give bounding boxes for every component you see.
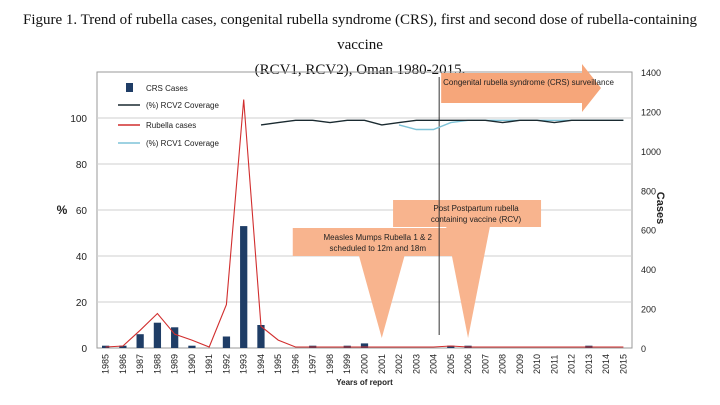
x-tick-label: 2012 [567,354,577,374]
x-tick-label: 2007 [480,354,490,374]
x-tick-label: 2004 [429,354,439,374]
x-tick-label: 2010 [532,354,542,374]
y-right-axis-title: Cases [654,192,666,224]
crs-bar [171,327,179,348]
mmr-callout-pointer [358,255,405,338]
x-tick-label: 1994 [256,354,266,374]
figure-title-line-1: Figure 1. Trend of rubella cases, congen… [22,12,697,53]
crs-surveillance-arrow [441,64,601,112]
y-right-tick-label: 800 [641,186,656,196]
y-right-tick-label: 0 [641,344,646,354]
mmr-callout-box [292,228,471,256]
legend: CRS Cases (%) RCV2 Coverage Rubella cases (… [118,83,219,148]
x-tick-label: 2008 [498,354,508,374]
x-tick-label: 1998 [325,354,335,374]
y-left-axis-title: % [57,203,68,217]
rcv-callout-text: Post Postpartum rubella [433,204,519,213]
x-tick-label: 1987 [135,354,145,374]
legend-label-crs-cases: CRS Cases [146,84,188,93]
y-left-tick-label: 40 [76,252,88,263]
x-tick-label: 1997 [308,354,318,374]
rcv-callout-box [393,200,542,227]
x-tick-label: 1999 [342,354,352,374]
x-tick-label: 2000 [360,354,370,374]
legend-swatch-crs-cases [126,83,133,92]
x-axis-title: Years of report [336,378,393,387]
x-tick-label: 2003 [411,354,421,374]
x-tick-label: 2013 [584,354,594,374]
x-tick-label: 2015 [618,354,628,374]
gridlines [96,71,633,349]
rubella-cases-line [105,99,624,348]
crs-bar [119,345,127,348]
x-tick-label: 2001 [377,354,387,374]
y-right-tick-label: 400 [641,265,656,275]
legend-label-rcv1-coverage: (%) RCV1 Coverage [146,139,219,148]
axes: 0204060801000200400600800100012001400198… [57,68,666,387]
crs-bar [153,322,162,348]
crs-bar [447,345,455,348]
x-tick-label: 1986 [118,354,128,374]
figure-title: Figure 1. Trend of rubella cases, congen… [0,8,720,83]
crs-bar [360,343,369,348]
crs-surveillance-text: Congenital rubella syndrome (CRS) survei… [443,78,614,87]
x-tick-label: 1990 [187,354,197,374]
y-right-tick-label: 1400 [641,68,661,78]
x-tick-label: 2006 [463,354,473,374]
x-tick-label: 1989 [170,354,180,374]
crs-bar [136,334,144,348]
y-left-tick-label: 0 [81,344,87,355]
x-tick-label: 1988 [152,354,162,374]
x-tick-label: 1995 [273,354,283,374]
x-tick-label: 1992 [221,354,231,374]
x-tick-label: 2011 [549,355,559,374]
mmr-callout-text: scheduled to 12m and 18m [330,244,427,253]
legend-label-rubella-cases: Rubella cases [146,121,196,130]
y-left-tick-label: 80 [76,160,88,171]
y-right-tick-label: 200 [641,305,656,315]
rcv2-coverage-line [260,119,624,126]
x-tick-label: 1985 [101,354,111,374]
x-tick-label: 2009 [515,354,525,374]
annotations: Measles Mumps Rubella 1 & 2 scheduled to … [292,64,614,338]
y-left-tick-label: 60 [76,206,88,217]
crs-bar [222,336,231,348]
rcv-callout-text: containing vaccine (RCV) [431,215,522,224]
series-lines [105,99,624,348]
mmr-callout-text: Measles Mumps Rubella 1 & 2 [324,233,433,242]
x-tick-label: 1991 [204,354,214,374]
crs-bar [257,325,265,348]
y-left-tick-label: 20 [76,298,88,309]
x-tick-label: 2014 [601,354,611,374]
rcv-callout-pointer [446,226,491,338]
crs-bar [240,226,248,348]
y-left-tick-label: 100 [70,114,87,125]
x-tick-label: 1996 [290,354,300,374]
x-tick-label: 1993 [239,354,249,374]
y-right-tick-label: 600 [641,226,656,236]
crs-bar [188,345,196,348]
y-right-tick-label: 1200 [641,107,661,117]
legend-label-rcv2-coverage: (%) RCV2 Coverage [146,101,219,110]
x-tick-label: 2002 [394,354,404,374]
figure-title-line-2: (RCV1, RCV2), Oman 1980-2015. [254,62,466,78]
y-right-tick-label: 1000 [641,147,661,157]
x-tick-label: 2005 [446,354,456,374]
